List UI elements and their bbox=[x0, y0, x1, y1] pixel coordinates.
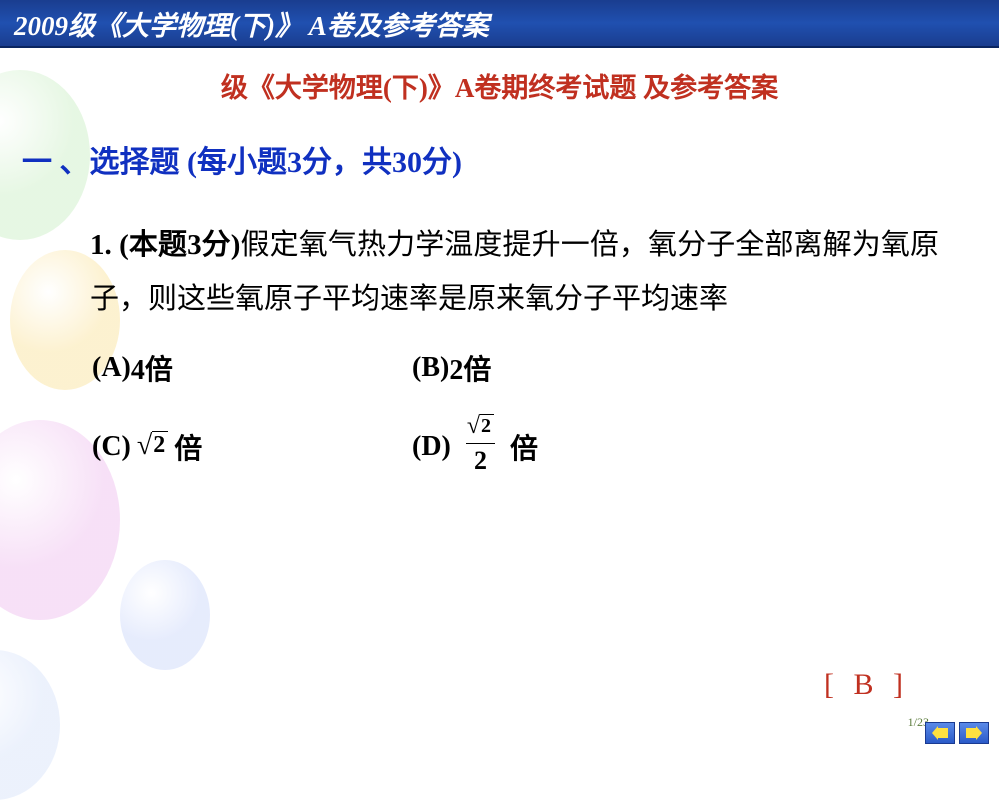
options-row-2: (C) √2 倍 (D) √2 2 倍 bbox=[92, 416, 939, 478]
option-c: (C) √2 倍 bbox=[92, 427, 412, 467]
section-text: 一 、选择题 (每小题3分，共30分) bbox=[22, 146, 462, 179]
option-a: (A)4倍 bbox=[92, 348, 412, 388]
question-points: (本题3分) bbox=[119, 229, 240, 261]
slide-content: 级《大学物理(下)》A卷期终考试题 及参考答案 一 、选择题 (每小题3分，共3… bbox=[0, 48, 999, 478]
option-b: (B) 2倍 bbox=[412, 348, 732, 388]
question-text: 1. (本题3分)假定氧气热力学温度提升一倍，氧分子全部离解为氧原子，则这些氧原… bbox=[90, 219, 939, 326]
option-d-num-sqrt-arg: 2 bbox=[480, 414, 494, 437]
question-block: 1. (本题3分)假定氧气热力学温度提升一倍，氧分子全部离解为氧原子，则这些氧原… bbox=[90, 219, 939, 478]
option-a-label: (A) bbox=[92, 352, 131, 384]
next-button[interactable] bbox=[959, 722, 989, 744]
option-c-suffix: 倍 bbox=[174, 427, 202, 467]
header-bar: 2009级《大学物理(下)》 A卷及参考答案 bbox=[0, 0, 999, 48]
balloon-decoration bbox=[120, 560, 210, 670]
prev-button[interactable] bbox=[925, 722, 955, 744]
section-heading: 一 、选择题 (每小题3分，共30分) bbox=[22, 137, 959, 181]
nav-buttons bbox=[925, 722, 989, 744]
option-d: (D) √2 2 倍 bbox=[412, 416, 732, 478]
option-a-value: 4倍 bbox=[131, 348, 173, 388]
subtitle-text: 级《大学物理(下)》A卷期终考试题 及参考答案 bbox=[221, 73, 778, 103]
options-row-1: (A)4倍 (B) 2倍 bbox=[92, 348, 939, 388]
question-number: 1. bbox=[90, 229, 112, 261]
answer-box: [ B ] bbox=[824, 668, 909, 702]
option-c-label: (C) bbox=[92, 431, 131, 463]
header-title: 2009级《大学物理(下)》 A卷及参考答案 bbox=[14, 4, 489, 43]
option-b-value: 2倍 bbox=[449, 348, 491, 388]
option-d-suffix: 倍 bbox=[510, 427, 538, 467]
left-arrow-icon bbox=[932, 726, 948, 740]
answer-text: [ B ] bbox=[824, 668, 909, 701]
fraction: √2 2 bbox=[457, 414, 504, 476]
balloon-decoration bbox=[0, 650, 60, 800]
option-d-label: (D) bbox=[412, 431, 451, 463]
subtitle: 级《大学物理(下)》A卷期终考试题 及参考答案 bbox=[40, 66, 959, 105]
fraction-numerator: √2 bbox=[457, 414, 504, 443]
fraction-denominator: 2 bbox=[466, 443, 495, 476]
option-b-label: (B) bbox=[412, 352, 449, 384]
sqrt-sign: √ bbox=[137, 430, 152, 462]
sqrt-sign: √ bbox=[467, 413, 480, 440]
sqrt-icon: √2 bbox=[467, 414, 494, 441]
option-c-sqrt-arg: 2 bbox=[152, 431, 168, 458]
right-arrow-icon bbox=[966, 726, 982, 740]
sqrt-icon: √2 bbox=[137, 431, 168, 463]
